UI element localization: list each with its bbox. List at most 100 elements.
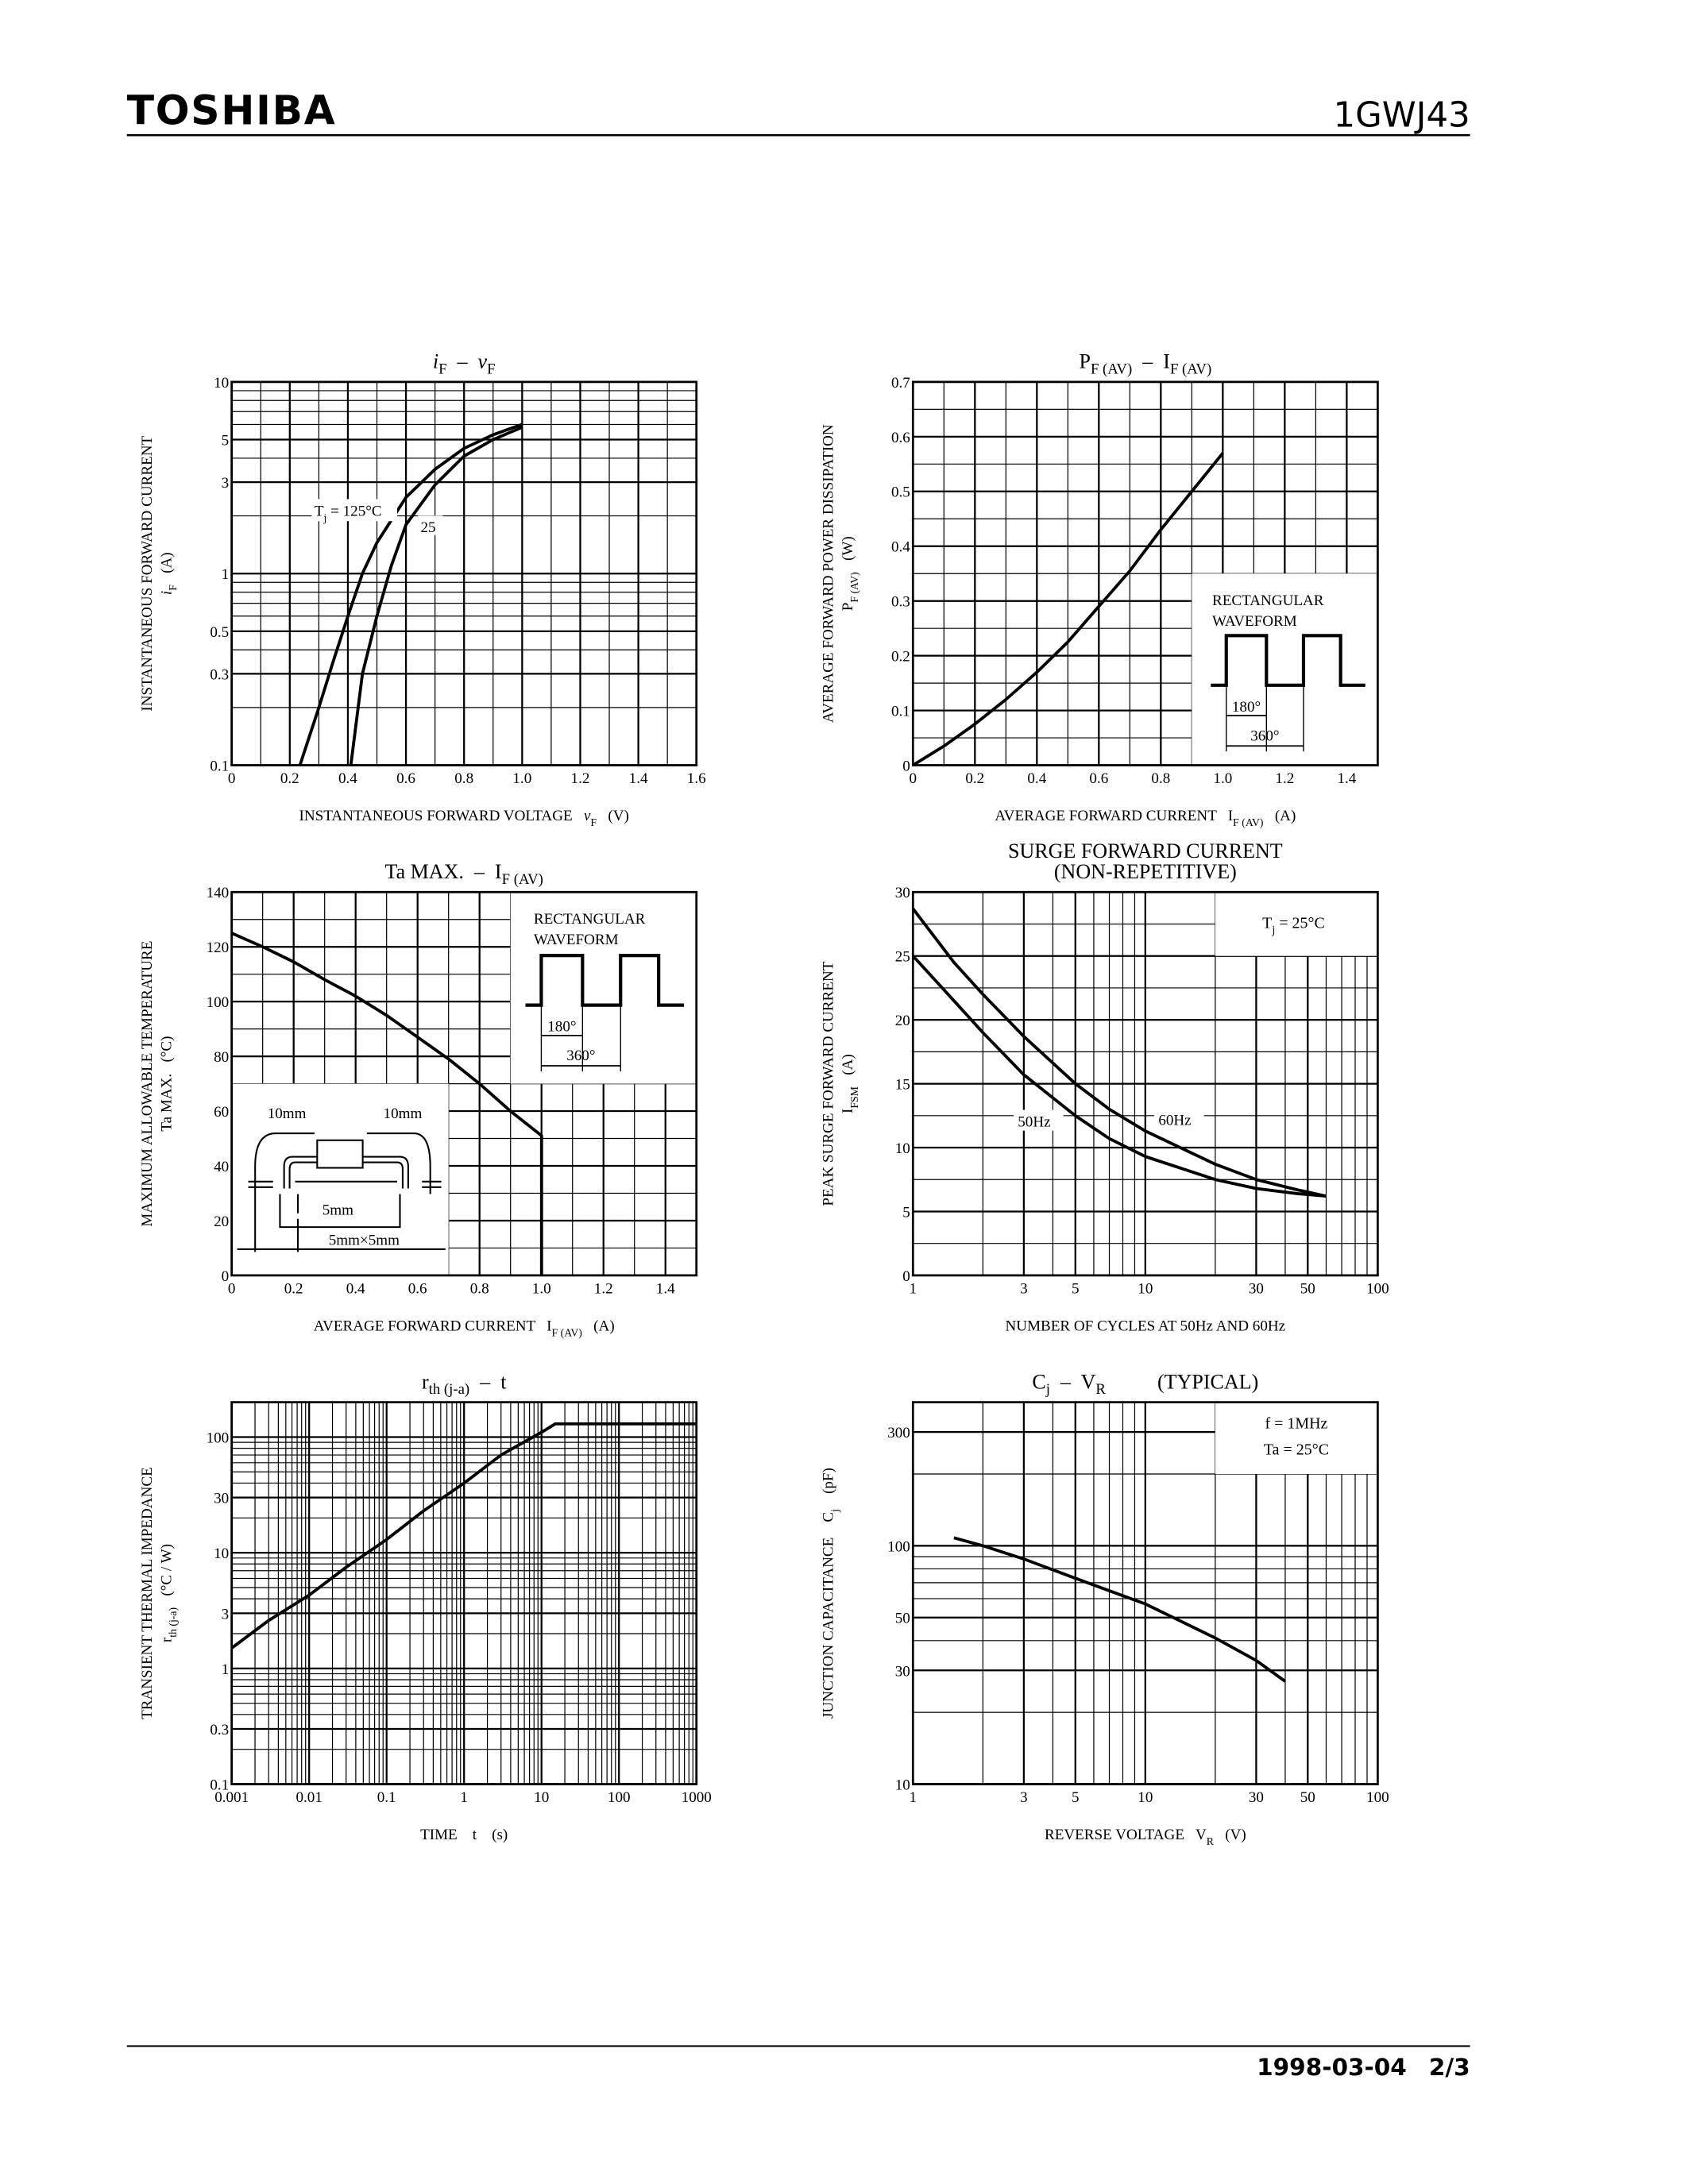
text-segment: 360° (566, 1048, 595, 1064)
text-segment: 10 (895, 1140, 910, 1157)
inset-label: WAVEFORM (534, 932, 619, 948)
text-segment: 0.3 (210, 666, 229, 683)
text-segment: 5mm×5mm (329, 1233, 400, 1249)
x-tick-label: 0.6 (396, 770, 415, 787)
x-tick-label: 0.2 (284, 1280, 303, 1297)
text-segment: TIME t (s) (420, 1827, 508, 1843)
text-segment: I (840, 1109, 856, 1113)
x-tick-label: 3 (1020, 1789, 1028, 1806)
text-segment: F (AV) (552, 1326, 582, 1339)
x-tick-label: 1.4 (629, 770, 648, 787)
text-segment: 30 (1249, 1789, 1264, 1806)
y-tick-label: 0.3 (210, 1722, 229, 1738)
y-tick-label: 0.3 (891, 594, 910, 611)
annotation-bg (418, 515, 443, 535)
text-segment: 0.2 (965, 770, 984, 787)
text-segment: 40 (214, 1159, 229, 1175)
text-segment: – (447, 350, 478, 373)
text-segment: F (167, 585, 179, 591)
text-segment: (pF) (821, 1468, 837, 1509)
annotation-tj-25: 25 (421, 519, 436, 536)
y-tick-label: 80 (214, 1049, 229, 1066)
text-segment: F (590, 816, 597, 828)
y-axis-label: INSTANTANEOUS FORWARD CURRENT (139, 436, 156, 712)
text-segment: Ta MAX. – I (384, 860, 501, 883)
text-segment: 0.3 (210, 1722, 229, 1738)
y-tick-label: 0.5 (891, 484, 910, 501)
text-segment: 0 (902, 758, 910, 774)
x-tick-label: 5 (1072, 1789, 1080, 1806)
text-segment: AVERAGE FORWARD CURRENT I (314, 1318, 552, 1334)
text-segment: 1.2 (571, 770, 590, 787)
conditions-inset (1215, 1402, 1378, 1474)
text-segment: 10 (1138, 1789, 1153, 1806)
text-segment: th (j-a) (167, 1607, 180, 1638)
chart-title: Cj – VR (TYPICAL) (1032, 1370, 1258, 1398)
y-tick-label: 0 (222, 1268, 230, 1285)
text-segment: (A) (582, 1318, 615, 1334)
inset-label: WAVEFORM (1212, 613, 1297, 630)
text-segment: 0 (228, 1280, 236, 1297)
text-segment: 0.4 (891, 539, 910, 556)
text-segment: 0.8 (1151, 770, 1170, 787)
y-axis-label: rth (j-a) (°C / W) (158, 1544, 180, 1642)
x-tick-label: 0.01 (295, 1789, 322, 1806)
y-tick-label: 25 (895, 949, 910, 966)
y-axis-label: Ta MAX. (°C) (158, 1036, 175, 1131)
series-line-1 (912, 452, 1224, 767)
text-segment: 1 (910, 1280, 917, 1297)
text-segment: 0.1 (377, 1789, 396, 1806)
y-tick-label: 100 (207, 994, 230, 1011)
rectangular-waveform (525, 954, 685, 1007)
x-tick-label: 3 (1020, 1280, 1028, 1297)
x-axis-label: INSTANTANEOUS FORWARD VOLTAGE vF (V) (299, 808, 629, 828)
text-segment: 1 (910, 1789, 917, 1806)
x-tick-label: 1.2 (571, 770, 590, 787)
text-segment: j (1045, 1381, 1050, 1398)
plot-frame (230, 890, 698, 1277)
y-tick-label: 0.1 (210, 758, 229, 774)
text-segment: 25 (421, 519, 436, 536)
text-segment: MAXIMUM ALLOWABLE TEMPERATURE (139, 941, 156, 1227)
text-segment: 5 (222, 432, 230, 449)
x-tick-label: 1000 (682, 1789, 712, 1806)
text-segment: 5mm (323, 1202, 353, 1219)
text-segment: F (487, 361, 495, 377)
x-tick-label: 1.0 (512, 770, 531, 787)
y-tick-label: 40 (214, 1159, 229, 1175)
x-axis-label: TIME t (s) (420, 1827, 508, 1843)
diode-body (316, 1139, 364, 1169)
y-tick-label: 0.1 (210, 1777, 229, 1793)
text-segment: 0.4 (338, 770, 357, 787)
text-segment: 0.2 (284, 1280, 303, 1297)
x-tick-label: 0.1 (377, 1789, 396, 1806)
chart-3: RECTANGULAR WAVEFORM 180° 360° 10mm 10mm 5mm 5m… (139, 860, 698, 1339)
annotation-bg (1154, 1108, 1204, 1129)
mounting-diagram (237, 1133, 446, 1252)
text-segment: 100 (887, 1538, 910, 1555)
annotation-bg (311, 499, 397, 522)
y-tick-label: 120 (207, 940, 230, 956)
text-segment: 50 (1300, 1280, 1315, 1297)
text-segment: – V (1050, 1370, 1096, 1393)
text-segment: NUMBER OF CYCLES AT 50Hz AND 60Hz (1006, 1318, 1286, 1334)
text-segment: WAVEFORM (534, 932, 619, 948)
x-tick-label: 0.8 (470, 1280, 489, 1297)
annotation-50hz: 50Hz (1018, 1113, 1050, 1130)
text-segment: 0.7 (891, 375, 910, 392)
text-segment: 0 (902, 1268, 910, 1285)
text-segment: 1000 (682, 1789, 712, 1806)
text-segment: 30 (214, 1491, 229, 1507)
x-tick-label: 0.4 (1027, 770, 1046, 787)
text-segment: F (AV) (1233, 816, 1263, 829)
x-axis-label: REVERSE VOLTAGE VR (V) (1045, 1827, 1246, 1847)
text-segment: r (422, 1370, 429, 1393)
text-segment: R (1095, 1381, 1106, 1398)
text-segment: RECTANGULAR (1212, 592, 1324, 609)
angle-label-360: 360° (566, 1048, 595, 1064)
text-segment: (W) (840, 536, 856, 572)
y-tick-label: 0 (902, 1268, 910, 1285)
x-tick-label: 0.4 (346, 1280, 365, 1297)
x-tick-label: 0.2 (965, 770, 984, 787)
y-axis-label: iF (A) (158, 552, 179, 595)
